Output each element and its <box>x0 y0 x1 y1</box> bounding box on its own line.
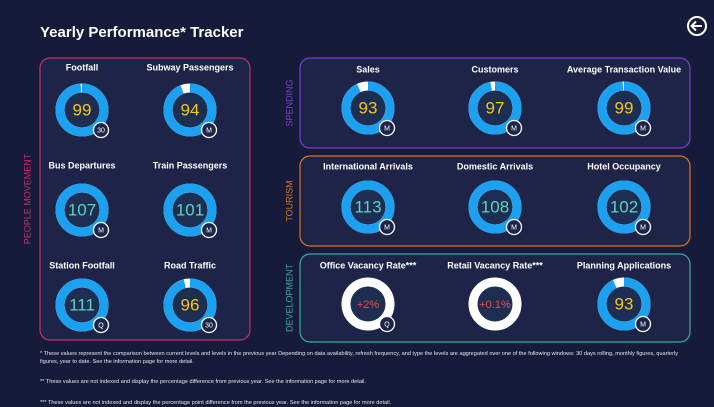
gauge-arc <box>597 81 651 135</box>
gauge-track <box>468 277 522 331</box>
badge <box>92 316 110 334</box>
badge <box>634 315 652 333</box>
gauge-arc <box>55 83 109 137</box>
badge-text: M <box>640 125 646 132</box>
badge <box>505 218 523 236</box>
gauge-arc <box>163 183 217 237</box>
footnote: ** These values are not indexed and disp… <box>40 379 366 385</box>
badge-text: M <box>640 224 646 231</box>
back-button[interactable] <box>687 16 707 36</box>
badge <box>92 221 110 239</box>
group-label: DEVELOPMENT <box>284 263 294 332</box>
tile-label: Retail Vacancy Rate*** <box>447 260 543 270</box>
badge <box>200 221 218 239</box>
tile-label: Sales <box>356 64 380 74</box>
badge <box>634 218 652 236</box>
badge <box>634 119 652 137</box>
gauge-value: 107 <box>68 200 96 219</box>
badge-text: M <box>384 224 390 231</box>
badge <box>505 119 523 137</box>
dashboard: Yearly Performance* Tracker PEOPLE MOVEM… <box>22 16 707 343</box>
gauge-arc <box>468 180 522 234</box>
gauge-arc <box>597 277 651 331</box>
tile-label: Station Footfall <box>49 260 115 270</box>
gauge-value: 99 <box>615 98 634 117</box>
badge-text: Q <box>98 322 104 329</box>
gauge-value: 102 <box>610 197 638 216</box>
tile-label: Planning Applications <box>577 260 671 270</box>
gauge-arc <box>341 180 395 234</box>
badge-text: M <box>640 321 646 328</box>
gauge-arc <box>597 180 651 234</box>
gauge-track <box>341 277 395 331</box>
footnote: * These values represent the comparison … <box>40 351 679 365</box>
gauge-value: 108 <box>481 197 509 216</box>
badge <box>92 121 110 139</box>
group-label: PEOPLE MOVEMENT <box>22 153 32 244</box>
gauge-value: +0.1% <box>479 299 511 311</box>
tile-label: Footfall <box>66 62 99 72</box>
badge-text: 30 <box>97 127 105 134</box>
gauge-arc <box>55 183 109 237</box>
gauge-value: 93 <box>615 294 634 313</box>
badge-text: M <box>206 127 212 134</box>
gauge-arc <box>163 278 217 332</box>
gauge-value: 93 <box>359 98 378 117</box>
gauge-value: 101 <box>176 200 204 219</box>
tile-label: Subway Passengers <box>146 62 233 72</box>
badge-text: M <box>511 125 517 132</box>
badge-text: 30 <box>205 322 213 329</box>
footnote: *** These values are not indexed and dis… <box>40 400 392 406</box>
group-label: TOURISM <box>284 180 294 221</box>
tile-label: Bus Departures <box>48 160 115 170</box>
group-label: SPENDING <box>284 79 294 126</box>
gauge-arc <box>468 81 522 135</box>
gauge-value: 99 <box>73 100 92 119</box>
badge-text: M <box>384 125 390 132</box>
gauge-value: 94 <box>181 100 200 119</box>
tile-label: Train Passengers <box>153 160 228 170</box>
badge-text: M <box>206 227 212 234</box>
tile-label: Domestic Arrivals <box>457 161 533 171</box>
gauge-arc <box>55 278 109 332</box>
tile-label: Office Vacancy Rate*** <box>320 260 417 270</box>
gauge-value: 113 <box>354 197 381 216</box>
badge <box>200 121 218 139</box>
tile-label: Road Traffic <box>164 260 216 270</box>
badge <box>378 119 396 137</box>
tile-label: International Arrivals <box>323 161 413 171</box>
badge <box>378 218 396 236</box>
gauge-arc <box>163 83 217 137</box>
gauge-value: +2% <box>357 299 380 311</box>
badge-text: M <box>511 224 517 231</box>
badge <box>378 315 396 333</box>
badge-text: Q <box>384 321 390 328</box>
tile-label: Customers <box>471 64 518 74</box>
gauge-value: 97 <box>486 98 505 117</box>
badge <box>200 316 218 334</box>
tile-label: Hotel Occupancy <box>587 161 661 171</box>
gauge-arc <box>341 81 395 135</box>
gauge-value: 96 <box>181 295 200 314</box>
gauge-value: 111 <box>69 295 95 314</box>
title: Yearly Performance* Tracker <box>40 24 244 41</box>
badge-text: M <box>98 227 104 234</box>
tile-label: Average Transaction Value <box>567 64 681 74</box>
